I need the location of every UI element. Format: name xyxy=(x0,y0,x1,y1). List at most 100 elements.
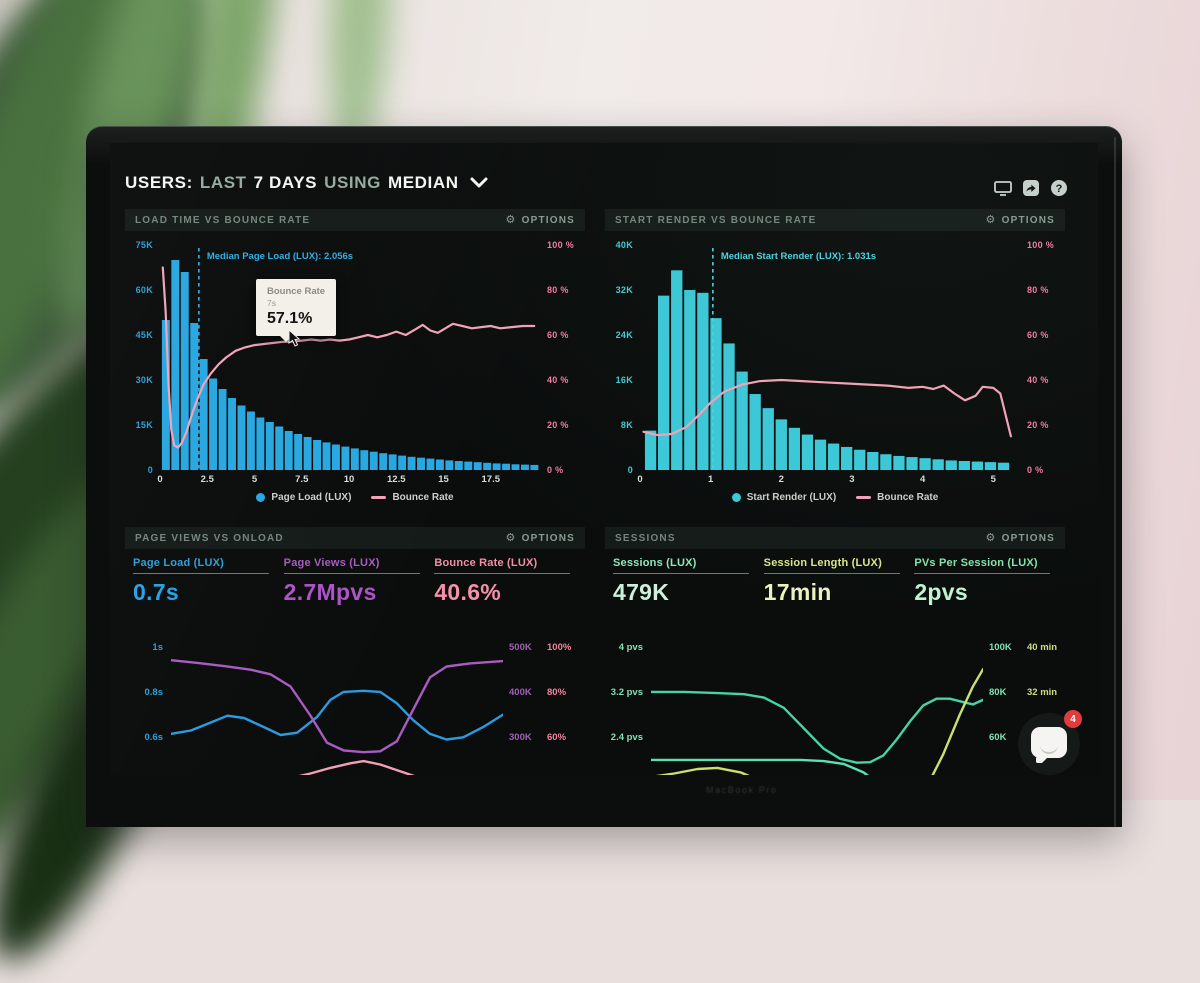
start-render-chart: Median Start Render (LUX): 1.031s xyxy=(642,248,1012,470)
axis-row-label: 60K xyxy=(989,732,1007,744)
x-axis-tick-label: 5 xyxy=(251,474,258,485)
legend-label: Bounce Rate xyxy=(877,492,939,503)
metric: PVs Per Session (LUX) 2pvs xyxy=(914,557,1065,611)
axis-row-label: 500K xyxy=(509,641,532,653)
axis-row-label: 2.4 pvs xyxy=(610,732,643,744)
metric-label: PVs Per Session (LUX) xyxy=(914,557,1038,569)
help-icon[interactable]: ? xyxy=(1050,179,1068,197)
y-axis-tick-label: 60 % xyxy=(547,330,569,340)
page-views-chart xyxy=(171,659,503,775)
metric-value: 40.6% xyxy=(434,579,502,605)
x-axis-tick-label: 4 xyxy=(919,474,926,485)
metric-label: Sessions (LUX) xyxy=(613,557,697,569)
chart-plot-area[interactable] xyxy=(171,633,503,775)
svg-text:Median Start Render (LUX): 1.0: Median Start Render (LUX): 1.031s xyxy=(721,251,876,262)
y-axis-tick-label: 100 % xyxy=(1027,240,1055,250)
axis-row-label: 40 min xyxy=(1027,641,1058,653)
x-axis-tick-label: 5 xyxy=(990,474,996,485)
axis-row-label: 80% xyxy=(547,686,567,698)
metric: Page Load (LUX) 0.7s xyxy=(133,557,284,611)
chart-legend: Start Render (LUX) Bounce Rate xyxy=(605,492,1065,503)
options-button[interactable]: ⚙ OPTIONS xyxy=(985,213,1055,226)
title-using: USING xyxy=(324,173,381,192)
right-axis: 100 % 80 % 60 % 40 % 20 % 0 % xyxy=(543,240,585,475)
y-axis-tick-label: 60 % xyxy=(1027,330,1049,340)
gear-icon: ⚙ xyxy=(505,213,517,226)
legend-label: Start Render (LUX) xyxy=(746,492,837,503)
metric-label: Page Load (LUX) xyxy=(133,557,225,569)
axis-row-label: 32 min xyxy=(1027,686,1058,698)
legend-item[interactable]: Page Load (LUX) xyxy=(256,492,351,503)
share-icon[interactable] xyxy=(1022,179,1040,197)
legend-label: Page Load (LUX) xyxy=(271,492,352,503)
tooltip-title: Bounce Rate xyxy=(267,286,326,297)
y-axis-tick-label: 30K xyxy=(135,375,153,385)
axis-row-label: 400K xyxy=(509,686,532,698)
y-axis-tick-label: 0 % xyxy=(547,465,564,475)
y-axis-tick-label: 60K xyxy=(135,285,153,295)
notification-badge: 4 xyxy=(1064,710,1082,728)
options-label: OPTIONS xyxy=(521,532,575,544)
legend-label: Bounce Rate xyxy=(392,492,454,503)
gear-icon: ⚙ xyxy=(505,531,517,544)
x-axis-tick-label: 0 xyxy=(637,474,643,485)
panel-header: START RENDER VS BOUNCE RATE ⚙ OPTIONS xyxy=(605,209,1065,231)
display-icon[interactable] xyxy=(994,179,1012,197)
x-axis: 0 1 2 3 4 5 xyxy=(637,474,1018,488)
chart-plot-area[interactable] xyxy=(651,633,983,775)
left-axis: 75K 60K 45K 30K 15K 0 xyxy=(125,240,155,475)
x-axis-tick-label: 15 xyxy=(438,474,449,485)
chart-plot-area[interactable]: Median Start Render (LUX): 1.031s xyxy=(640,245,1018,470)
x-axis-tick-label: 7.5 xyxy=(295,474,309,485)
right-axis-bounce: 100%80%60%40% xyxy=(547,633,585,775)
x-axis-tick-label: 2.5 xyxy=(200,474,214,485)
metric-value: 2.7Mpvs xyxy=(283,579,377,605)
smile-icon xyxy=(1040,743,1058,754)
dashboard-screen: USERS: LAST 7 DAYS USING MEDIAN ? xyxy=(110,143,1098,775)
panel-title: LOAD TIME VS BOUNCE RATE xyxy=(135,214,311,226)
metric-value: 17min xyxy=(763,579,832,605)
legend-dot-marker xyxy=(731,493,741,502)
sessions-chart xyxy=(651,668,983,775)
tooltip-value: 57.1% xyxy=(267,310,313,327)
options-label: OPTIONS xyxy=(1001,214,1055,226)
options-button[interactable]: ⚙ OPTIONS xyxy=(986,532,1055,544)
svg-text:?: ? xyxy=(1056,183,1063,195)
x-axis-tick-label: 1 xyxy=(707,474,714,485)
metric-underline xyxy=(133,573,269,574)
metric-value: 0.7s xyxy=(133,579,179,605)
panel-grid: LOAD TIME VS BOUNCE RATE ⚙ OPTIONS 75K 60… xyxy=(125,209,1065,775)
left-axis: 40K 32K 24K 16K 8K 0 xyxy=(605,240,635,475)
laptop: USERS: LAST 7 DAYS USING MEDIAN ? xyxy=(86,126,1122,827)
users-range-dropdown[interactable]: USERS: LAST 7 DAYS USING MEDIAN xyxy=(125,173,488,193)
axis-row-label: 100K xyxy=(989,641,1012,653)
axis-row-label: 3.2 pvs xyxy=(610,686,643,698)
metric-underline xyxy=(914,573,1051,574)
x-axis-tick-label: 12.5 xyxy=(387,474,406,485)
metric-value: 479K xyxy=(613,579,670,605)
x-axis-tick-label: 17.5 xyxy=(481,474,501,485)
options-button[interactable]: ⚙ OPTIONS xyxy=(505,531,575,544)
title-last: LAST xyxy=(199,173,247,192)
y-axis-tick-label: 16K xyxy=(615,375,633,385)
axis-row-label: 100% xyxy=(547,641,572,653)
gear-icon: ⚙ xyxy=(985,213,997,226)
legend-item[interactable]: Bounce Rate xyxy=(856,492,938,503)
panel-sessions: SESSIONS ⚙ OPTIONS Sessions (LUX) 479K Ses… xyxy=(605,527,1065,775)
y-axis-tick-label: 0 % xyxy=(1027,465,1044,475)
chart-plot-area[interactable]: Median Page Load (LUX): 2.056s Bounce Ra… xyxy=(160,245,539,470)
y-axis-tick-label: 0 xyxy=(627,465,633,475)
chat-widget-button[interactable]: 4 xyxy=(1018,710,1082,775)
dashboard-header: USERS: LAST 7 DAYS USING MEDIAN ? xyxy=(125,143,1083,209)
legend-dot-marker xyxy=(256,493,266,502)
axis-row-label: 4 pvs xyxy=(618,641,643,653)
legend-item[interactable]: Start Render (LUX) xyxy=(731,492,837,503)
metric-label: Bounce Rate (LUX) xyxy=(434,557,538,569)
legend-item[interactable]: Bounce Rate xyxy=(371,492,454,503)
options-label: OPTIONS xyxy=(521,214,575,226)
y-axis-tick-label: 80 % xyxy=(1027,285,1049,295)
options-button[interactable]: ⚙ OPTIONS xyxy=(505,213,575,226)
metric-label: Session Length (LUX) xyxy=(763,557,882,569)
y-axis-tick-label: 15K xyxy=(135,420,153,430)
